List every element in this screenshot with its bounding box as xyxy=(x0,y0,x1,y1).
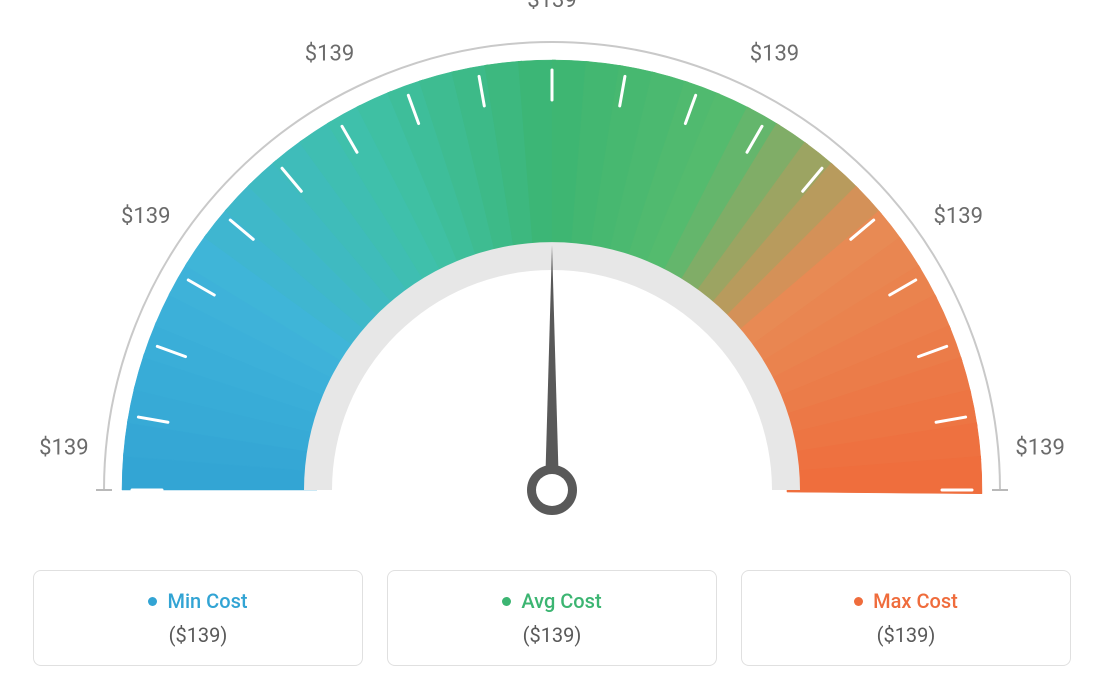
cost-gauge: $139 $139 $139 $139 $139 $139 $139 xyxy=(0,0,1104,560)
legend-avg-label: Avg Cost xyxy=(502,589,601,613)
gauge-tick-label: $139 xyxy=(933,204,982,229)
gauge-tick-label: $139 xyxy=(1015,435,1064,460)
gauge-tick-label: $139 xyxy=(121,204,170,229)
gauge-svg: $139 $139 $139 $139 $139 $139 $139 xyxy=(0,0,1104,560)
legend-min: Min Cost ($139) xyxy=(33,570,363,666)
gauge-tick-label: $139 xyxy=(305,41,354,66)
legend-max-label: Max Cost xyxy=(854,589,958,613)
gauge-tick-label: $139 xyxy=(39,435,88,460)
legend-avg: Avg Cost ($139) xyxy=(387,570,717,666)
gauge-tick-label: $139 xyxy=(750,41,799,66)
legend-row: Min Cost ($139) Avg Cost ($139) Max Cost… xyxy=(0,570,1104,666)
legend-min-value: ($139) xyxy=(46,623,350,647)
gauge-tick-label: $139 xyxy=(527,0,576,13)
legend-min-label: Min Cost xyxy=(148,589,247,613)
legend-max: Max Cost ($139) xyxy=(741,570,1071,666)
legend-avg-value: ($139) xyxy=(400,623,704,647)
legend-max-value: ($139) xyxy=(754,623,1058,647)
